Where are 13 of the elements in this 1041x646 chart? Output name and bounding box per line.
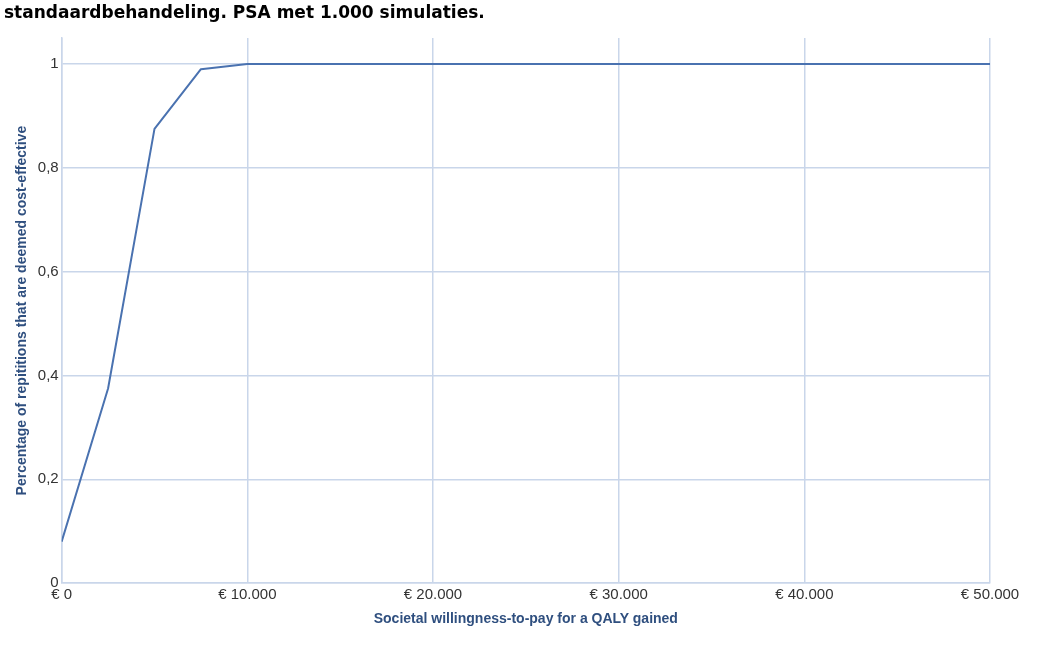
x-tick-label: € 20.000 bbox=[403, 585, 463, 603]
y-tick-label: 0,4 bbox=[37, 365, 59, 383]
chart-title: standaardbehandeling. PSA met 1.000 simulaties. bbox=[4, 2, 485, 22]
y-tick-label: 0,2 bbox=[37, 469, 59, 487]
x-tick-label: € 30.000 bbox=[589, 585, 648, 603]
x-tick-label: € 10.000 bbox=[218, 585, 277, 603]
y-tick-label: 1 bbox=[50, 54, 59, 72]
x-axis-title: Societal willingness-to-pay for a QALY gained bbox=[373, 610, 678, 627]
y-tick-label: 0,6 bbox=[37, 261, 59, 279]
y-axis-title: Percentage of repititions that are deemed cost-effective bbox=[13, 125, 30, 496]
x-tick-label: € 50.000 bbox=[960, 585, 1020, 603]
x-tick-label: € 40.000 bbox=[775, 585, 834, 603]
y-tick-label: 0,8 bbox=[37, 157, 59, 175]
